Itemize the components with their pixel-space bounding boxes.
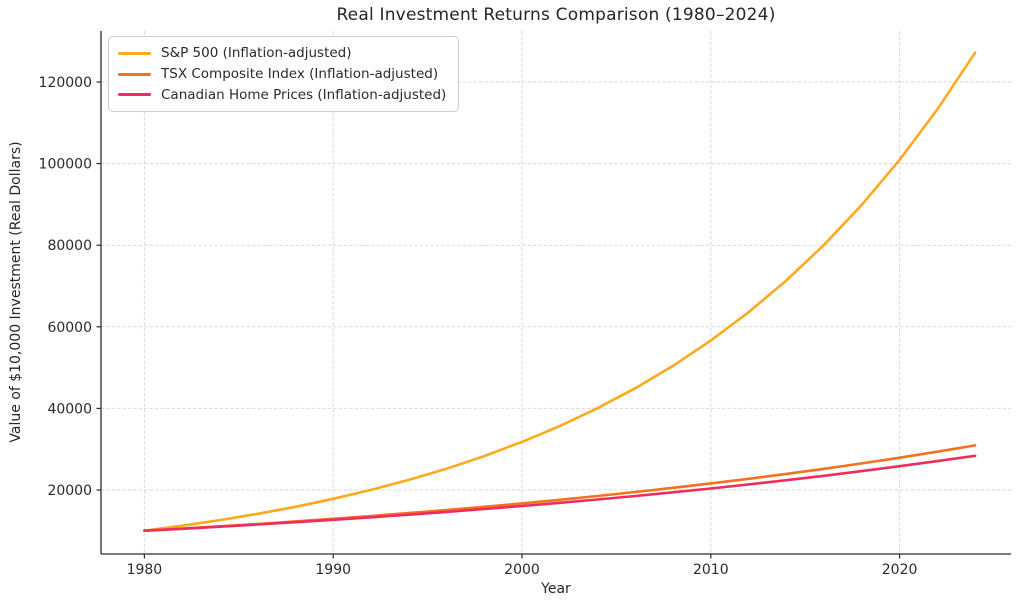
tsx-line xyxy=(143,444,977,533)
y-tick-label: 80000 xyxy=(47,238,92,254)
series-lines xyxy=(143,51,977,533)
home-prices-line xyxy=(143,454,977,533)
y-tick-label: 120000 xyxy=(39,75,92,91)
homes-line-swatch xyxy=(118,93,151,97)
x-tick-label: 2000 xyxy=(504,562,540,578)
tsx-line-swatch xyxy=(118,72,151,76)
y-tick-label: 100000 xyxy=(39,157,92,173)
x-tick-label: 2020 xyxy=(882,562,918,578)
y-tick-label: 20000 xyxy=(47,483,92,499)
y-tick-label: 40000 xyxy=(47,401,92,417)
y-tick-label: 60000 xyxy=(47,320,92,336)
legend-label-homes: Canadian Home Prices (Inflation-adjusted… xyxy=(161,86,447,103)
legend-item-homes: Canadian Home Prices (Inflation-adjusted… xyxy=(118,84,446,105)
legend-label-tsx: TSX Composite Index (Inflation-adjusted) xyxy=(161,66,439,82)
sp500-line xyxy=(143,51,977,533)
y-axis-label: Value of $10,000 Investment (Real Dollar… xyxy=(8,141,24,443)
x-tick-label: 2010 xyxy=(693,562,729,578)
x-axis-label: Year xyxy=(541,581,571,597)
legend-label-sp500: S&P 500 (Inflation-adjusted) xyxy=(161,45,352,62)
sp500-line-swatch xyxy=(118,51,151,55)
x-tick-label: 1980 xyxy=(127,562,163,578)
axes: 1980 1990 2000 2010 2020 20000 40000 60000 80000… xyxy=(39,31,1011,578)
legend: S&P 500 (Inflation-adjusted) TSX Composi… xyxy=(108,36,460,112)
chart-title: Real Investment Returns Comparison (1980… xyxy=(336,5,776,25)
legend-item-sp500: S&P 500 (Inflation-adjusted) xyxy=(118,43,446,64)
x-tick-label: 1990 xyxy=(315,562,351,578)
legend-item-tsx: TSX Composite Index (Inflation-adjusted) xyxy=(118,64,446,85)
